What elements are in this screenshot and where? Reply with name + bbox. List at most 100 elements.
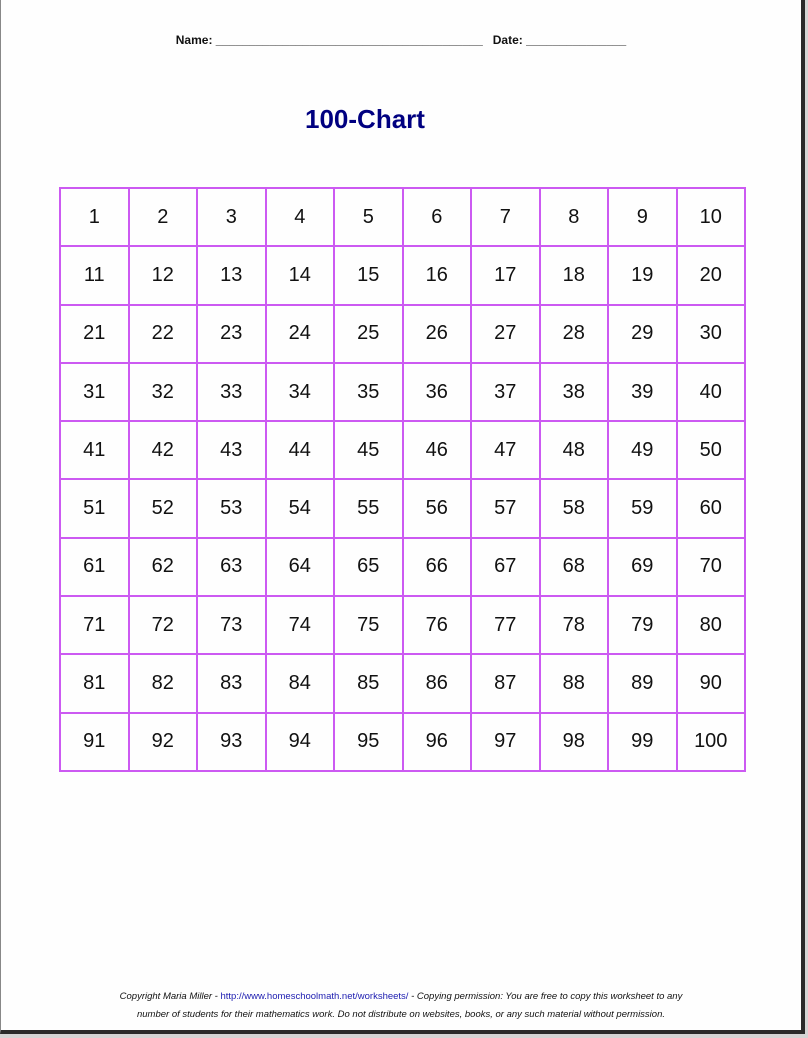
grid-cell: 27: [470, 303, 541, 364]
grid-cell: 73: [196, 595, 267, 656]
grid-cell: 83: [196, 653, 267, 714]
copyright-text: Copyright Maria Miller -: [119, 991, 221, 1002]
grid-cell: 75: [333, 595, 404, 656]
grid-cell: 12: [127, 245, 198, 306]
grid-cell: 19: [607, 245, 678, 306]
grid-cell: 42: [127, 420, 198, 481]
grid-cell: 80: [675, 595, 746, 656]
date-line: _______________: [526, 33, 627, 47]
grid-cell: 3: [196, 186, 267, 248]
grid-cell: 40: [675, 361, 746, 423]
grid-cell: 61: [59, 536, 130, 598]
hundred-chart-grid: 1 2 3 4 5 6 7 8 9 10 11 12 13 14 15 16 17 18 19 20 21 22 23 24 2…: [59, 186, 746, 772]
grid-cell: 50: [675, 420, 746, 481]
grid-cell: 24: [264, 303, 335, 364]
grid-cell: 49: [607, 420, 678, 481]
grid-cell: 51: [59, 478, 130, 539]
grid-cell: 89: [607, 653, 678, 714]
grid-cell: 48: [538, 420, 609, 481]
grid-cell: 41: [59, 420, 130, 481]
grid-cell: 60: [675, 478, 746, 539]
grid-row: 51 52 53 54 55 56 57 58 59 60: [59, 478, 746, 539]
grid-cell: 35: [333, 361, 404, 423]
grid-cell: 43: [196, 420, 267, 481]
grid-row: 11 12 13 14 15 16 17 18 19 20: [59, 245, 746, 306]
grid-cell: 34: [264, 361, 335, 423]
grid-cell: 85: [333, 653, 404, 714]
grid-cell: 11: [59, 245, 130, 306]
grid-cell: 62: [127, 536, 198, 598]
grid-cell: 88: [538, 653, 609, 714]
grid-cell: 64: [264, 536, 335, 598]
grid-cell: 67: [470, 536, 541, 598]
date-label: Date:: [492, 33, 523, 47]
worksheets-link[interactable]: http://www.homeschoolmath.net/worksheets…: [220, 991, 409, 1002]
grid-cell: 77: [470, 595, 541, 656]
grid-cell: 86: [401, 653, 472, 714]
grid-cell: 91: [59, 711, 130, 772]
grid-cell: 66: [401, 536, 472, 598]
grid-cell: 69: [607, 536, 678, 598]
grid-cell: 31: [59, 361, 130, 423]
grid-row: 41 42 43 44 45 46 47 48 49 50: [59, 420, 746, 481]
grid-cell: 79: [607, 595, 678, 656]
grid-cell: 36: [401, 361, 472, 423]
grid-cell: 46: [401, 420, 472, 481]
grid-cell: 82: [127, 653, 198, 714]
grid-cell: 4: [264, 186, 335, 248]
copyright-footer: Copyright Maria Miller - http://www.home…: [1, 988, 801, 1024]
grid-cell: 96: [401, 711, 472, 772]
grid-cell: 71: [59, 595, 130, 656]
grid-cell: 44: [264, 420, 335, 481]
grid-cell: 38: [538, 361, 609, 423]
grid-cell: 70: [675, 536, 746, 598]
grid-cell: 7: [470, 186, 541, 248]
grid-cell: 18: [538, 245, 609, 306]
grid-cell: 63: [196, 536, 267, 598]
grid-cell: 39: [607, 361, 678, 423]
grid-cell: 94: [264, 711, 335, 772]
grid-cell: 26: [401, 303, 472, 364]
grid-cell: 1: [59, 186, 130, 248]
grid-cell: 95: [333, 711, 404, 772]
grid-cell: 28: [538, 303, 609, 364]
permission-text: - Copying permission: You are free to co…: [408, 991, 683, 1002]
name-label: Name:: [175, 33, 213, 47]
name-date-header: Name: __________________________________…: [1, 33, 801, 47]
grid-row: 21 22 23 24 25 26 27 28 29 30: [59, 303, 746, 364]
grid-cell: 87: [470, 653, 541, 714]
grid-cell: 2: [127, 186, 198, 248]
grid-cell: 33: [196, 361, 267, 423]
grid-cell: 25: [333, 303, 404, 364]
grid-cell: 16: [401, 245, 472, 306]
grid-row: 81 82 83 84 85 86 87 88 89 90: [59, 653, 746, 714]
grid-cell: 97: [470, 711, 541, 772]
grid-cell: 45: [333, 420, 404, 481]
grid-cell: 30: [675, 303, 746, 364]
grid-cell: 23: [196, 303, 267, 364]
grid-cell: 58: [538, 478, 609, 539]
grid-cell: 17: [470, 245, 541, 306]
grid-cell: 47: [470, 420, 541, 481]
grid-cell: 8: [538, 186, 609, 248]
grid-cell: 68: [538, 536, 609, 598]
grid-row: 61 62 63 64 65 66 67 68 69 70: [59, 536, 746, 598]
grid-cell: 81: [59, 653, 130, 714]
grid-cell: 90: [675, 653, 746, 714]
grid-cell: 37: [470, 361, 541, 423]
grid-row: 91 92 93 94 95 96 97 98 99 100: [59, 711, 746, 772]
grid-cell: 74: [264, 595, 335, 656]
grid-cell: 76: [401, 595, 472, 656]
grid-cell: 100: [675, 711, 746, 772]
grid-cell: 52: [127, 478, 198, 539]
grid-row: 31 32 33 34 35 36 37 38 39 40: [59, 361, 746, 423]
grid-cell: 20: [675, 245, 746, 306]
grid-cell: 22: [127, 303, 198, 364]
grid-cell: 21: [59, 303, 130, 364]
grid-cell: 5: [333, 186, 404, 248]
grid-cell: 65: [333, 536, 404, 598]
grid-cell: 53: [196, 478, 267, 539]
grid-cell: 57: [470, 478, 541, 539]
permission-text-2: number of students for their mathematics…: [136, 1009, 665, 1020]
